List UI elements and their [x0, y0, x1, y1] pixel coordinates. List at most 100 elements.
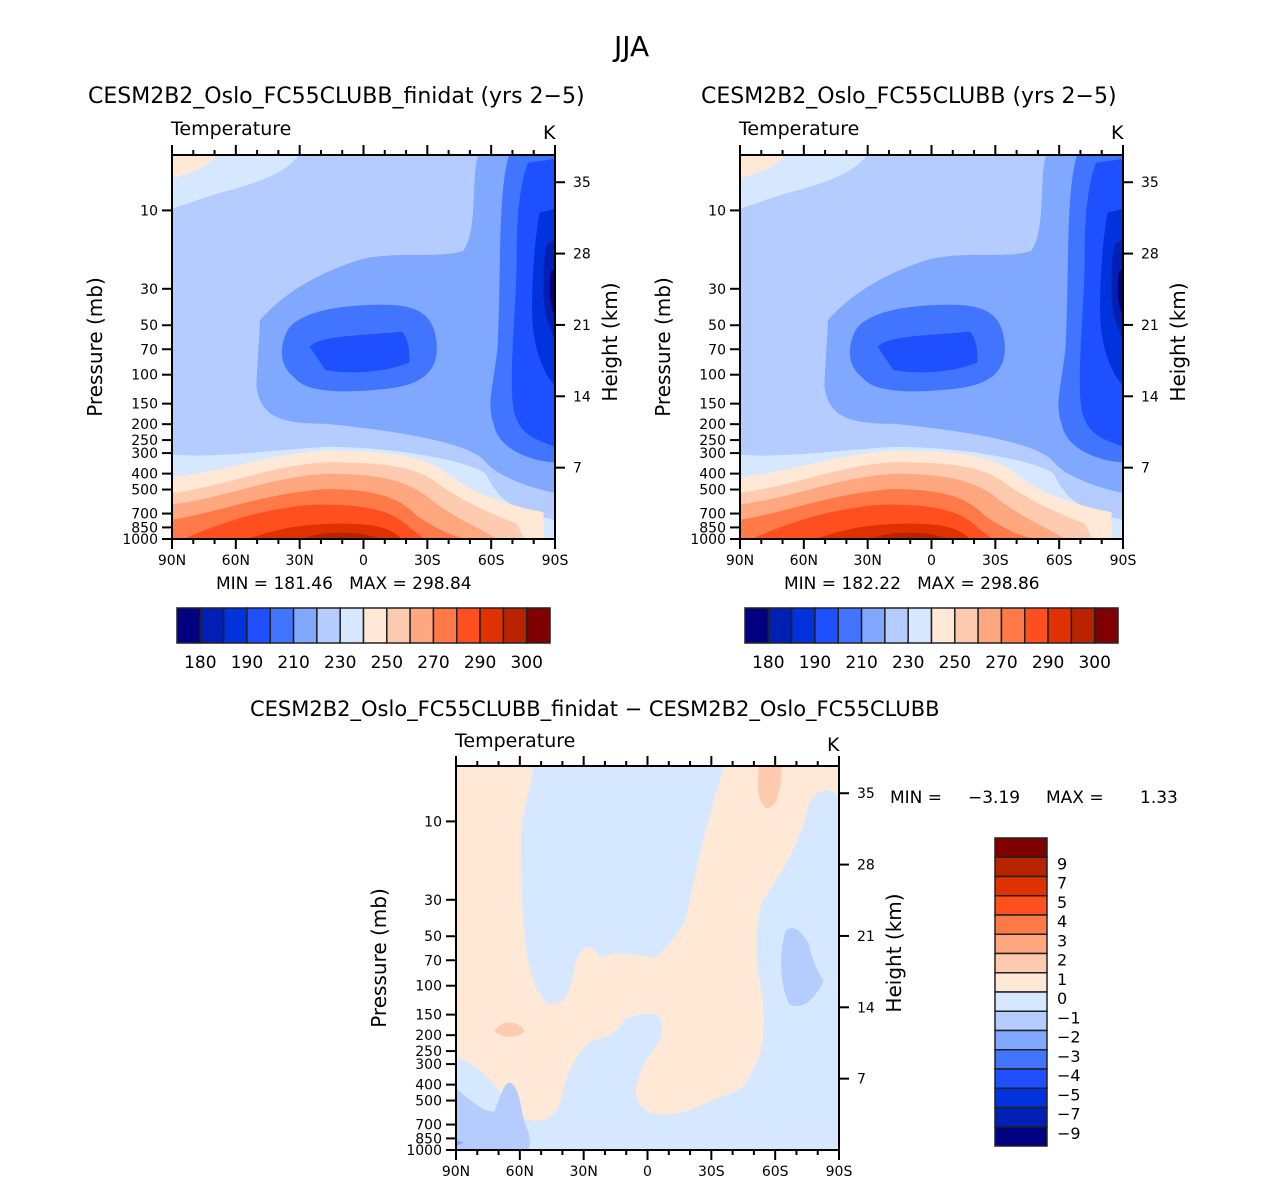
x-tick-label: 90N — [726, 553, 754, 569]
y-tick-label: 200 — [415, 1028, 442, 1044]
colorbar-swatch — [386, 607, 411, 644]
colorbar-swatch — [994, 1010, 1048, 1032]
contour-region — [456, 1140, 464, 1147]
y-tick-right-label: 21 — [573, 318, 591, 334]
colorbar-swatch — [222, 607, 248, 644]
colorbar-swatch — [1093, 607, 1119, 644]
y-tick-label: 100 — [699, 368, 726, 384]
x-tick-label: 60S — [1046, 553, 1073, 569]
colorbar-swatch — [1070, 607, 1096, 644]
colorbar-swatch — [994, 856, 1048, 878]
y-tick-right-label: 14 — [857, 1000, 875, 1016]
colorbar-label: 0 — [1057, 989, 1067, 1008]
colorbar-label: −4 — [1057, 1066, 1081, 1085]
y-tick-label: 70 — [140, 342, 158, 358]
colorbar-label: 270 — [985, 653, 1017, 673]
y-tick-label: 10 — [140, 203, 158, 219]
left-string: Temperature — [455, 730, 576, 752]
y-tick-label: 300 — [415, 1057, 442, 1073]
y-tick-right-label: 21 — [1141, 318, 1159, 334]
colorbar-label: 3 — [1057, 931, 1067, 950]
y-tick-label: 30 — [424, 893, 442, 909]
colorbar-swatch — [994, 1126, 1048, 1147]
colorbar-label: 230 — [324, 653, 356, 673]
x-tick-label: 60S — [762, 1164, 789, 1180]
panel-title: CESM2B2_Oslo_FC55CLUBB (yrs 2−5) — [701, 84, 1117, 109]
colorbar-swatch — [994, 895, 1048, 916]
right-string: K — [827, 734, 840, 756]
y-axis-right-label: Height (km) — [598, 282, 622, 401]
y-tick-label: 1000 — [690, 532, 726, 548]
colorbar-swatch — [246, 607, 271, 644]
x-tick-label: 60N — [790, 553, 818, 569]
y-tick-label: 500 — [415, 1094, 442, 1110]
colorbar-label: 9 — [1057, 854, 1067, 873]
y-tick-label: 250 — [415, 1044, 442, 1060]
colorbar-swatch — [292, 607, 318, 644]
y-tick-right-label: 28 — [573, 247, 591, 263]
contour-region — [172, 155, 218, 179]
colorbar-swatch — [1047, 607, 1073, 644]
y-tick-label: 500 — [699, 483, 726, 499]
x-tick-label: 30S — [698, 1164, 725, 1180]
y-tick-label: 400 — [699, 467, 726, 483]
contour-region — [456, 1082, 530, 1150]
colorbar-label: 1 — [1057, 970, 1067, 989]
contour-region — [1111, 239, 1123, 340]
y-tick-label: 150 — [131, 397, 158, 413]
y-tick-label: 400 — [131, 467, 158, 483]
y-tick-label: 150 — [699, 397, 726, 413]
y-tick-label: 30 — [140, 282, 158, 298]
x-tick-label: 90S — [542, 553, 569, 569]
contour-region — [877, 331, 978, 373]
y-tick-label: 400 — [415, 1078, 442, 1094]
colorbar-swatch — [744, 607, 770, 644]
y-tick-label: 50 — [708, 318, 726, 334]
colorbar-label: 300 — [1078, 653, 1110, 673]
x-tick-label: 90N — [442, 1164, 470, 1180]
contour-region — [740, 155, 867, 209]
y-axis-right-label: Height (km) — [882, 893, 906, 1012]
colorbar-swatch — [994, 1049, 1048, 1070]
colorbar-swatch — [994, 972, 1048, 993]
colorbar-swatch — [954, 607, 979, 644]
colorbar-swatch — [994, 1068, 1048, 1089]
y-tick-right-label: 28 — [1141, 247, 1159, 263]
y-tick-label: 70 — [708, 342, 726, 358]
colorbar-swatch — [176, 607, 202, 644]
colorbar-label: −5 — [1057, 1085, 1081, 1104]
y-tick-label: 100 — [131, 368, 158, 384]
y-tick-right-label: 7 — [1141, 461, 1150, 477]
y-tick-label: 850 — [699, 520, 726, 536]
panel-title: CESM2B2_Oslo_FC55CLUBB_finidat − CESM2B2… — [250, 697, 940, 721]
colorbar-swatch — [994, 837, 1048, 858]
colorbar-label: 290 — [464, 653, 496, 673]
contour-region — [302, 532, 383, 539]
colorbar: 180 190 210 230 250 270 290 300 — [744, 607, 1119, 673]
colorbar-swatch — [316, 607, 341, 644]
panel-finidat-plot: 90N 60N 30N 0 30S 60S 90S103050701001502002503… — [83, 145, 622, 673]
contour-fills — [740, 155, 1123, 539]
contour-region — [757, 766, 782, 809]
x-tick-label: 0 — [359, 553, 368, 569]
colorbar-swatch — [409, 607, 435, 644]
contour-fills — [172, 155, 555, 539]
colorbar-label: 290 — [1032, 653, 1064, 673]
y-tick-label: 300 — [131, 446, 158, 462]
colorbar-label: 230 — [892, 653, 924, 673]
y-tick-right-label: 35 — [1141, 175, 1159, 191]
y-axis-label: Pressure (mb) — [83, 277, 107, 417]
contour-region — [494, 1022, 525, 1037]
y-tick-label: 30 — [708, 282, 726, 298]
colorbar-swatch — [814, 607, 839, 644]
colorbar-swatch — [479, 607, 505, 644]
figure-title: JJA — [614, 30, 650, 63]
colorbar-swatch — [1000, 607, 1026, 644]
x-tick-label: 90S — [826, 1164, 853, 1180]
x-tick-label: 60S — [478, 553, 505, 569]
colorbar-swatch — [994, 1029, 1048, 1051]
y-tick-right-label: 7 — [573, 461, 582, 477]
y-tick-label: 250 — [699, 433, 726, 449]
panel-diff-plot: 90N 60N 30N 0 30S 60S 90S103050701001502002503… — [367, 756, 1081, 1180]
